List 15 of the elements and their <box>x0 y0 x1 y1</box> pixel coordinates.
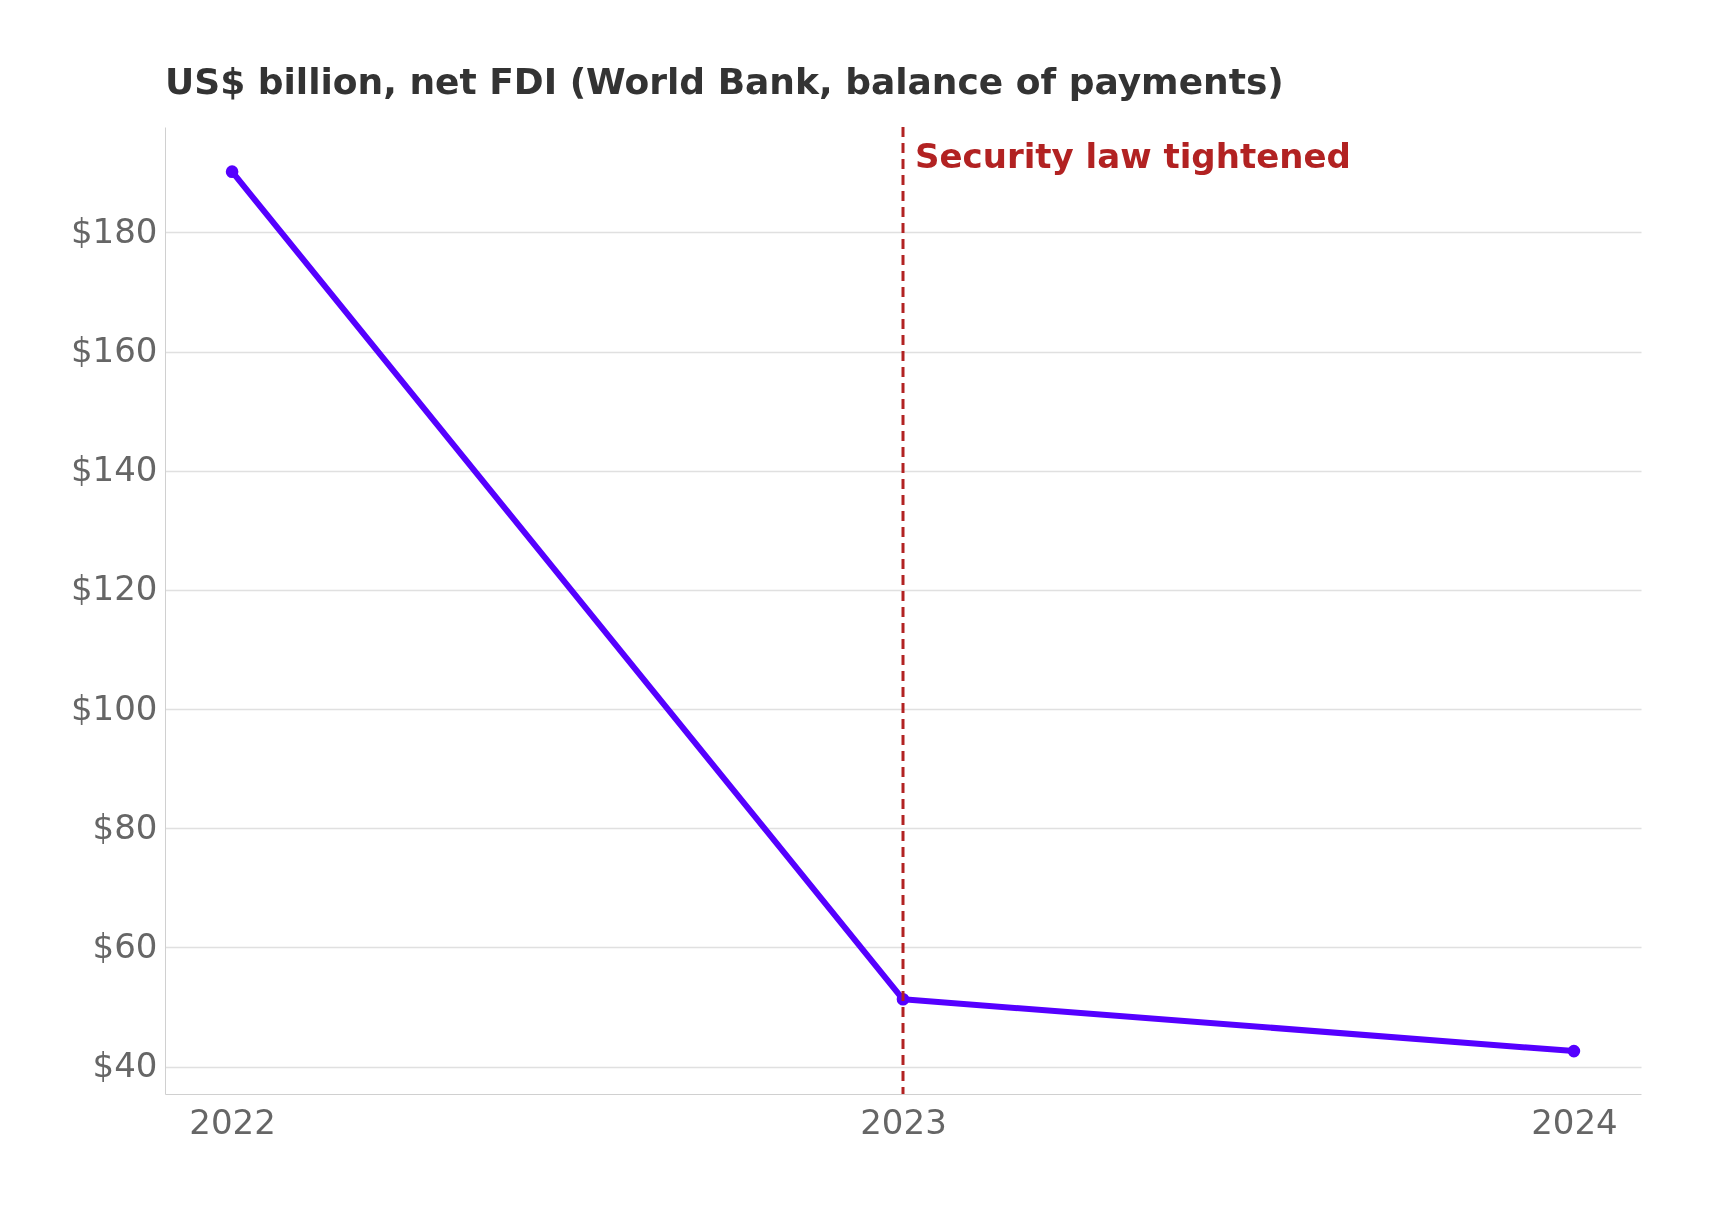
ref-line-label: Security law tightened <box>915 136 1351 176</box>
chart-title: US$ billion, net FDI (World Bank, balance of payments) <box>165 60 1284 102</box>
y-tick-label: $40 <box>92 1045 158 1086</box>
point <box>1567 1044 1581 1058</box>
y-tick-label: $120 <box>70 568 158 609</box>
x-tick-label: 2023 <box>860 1101 947 1142</box>
point <box>225 165 239 178</box>
x-tick-label: 2024 <box>1531 1101 1618 1142</box>
y-tick-label: $180 <box>70 210 158 251</box>
y-tick-label: $160 <box>70 330 158 371</box>
y-tick-label: $60 <box>92 925 158 966</box>
y-tick-label: $140 <box>70 449 158 490</box>
y-tick-label: $100 <box>70 687 158 728</box>
x-tick-label: 2022 <box>189 1101 276 1142</box>
y-tick-label: $80 <box>92 806 158 847</box>
